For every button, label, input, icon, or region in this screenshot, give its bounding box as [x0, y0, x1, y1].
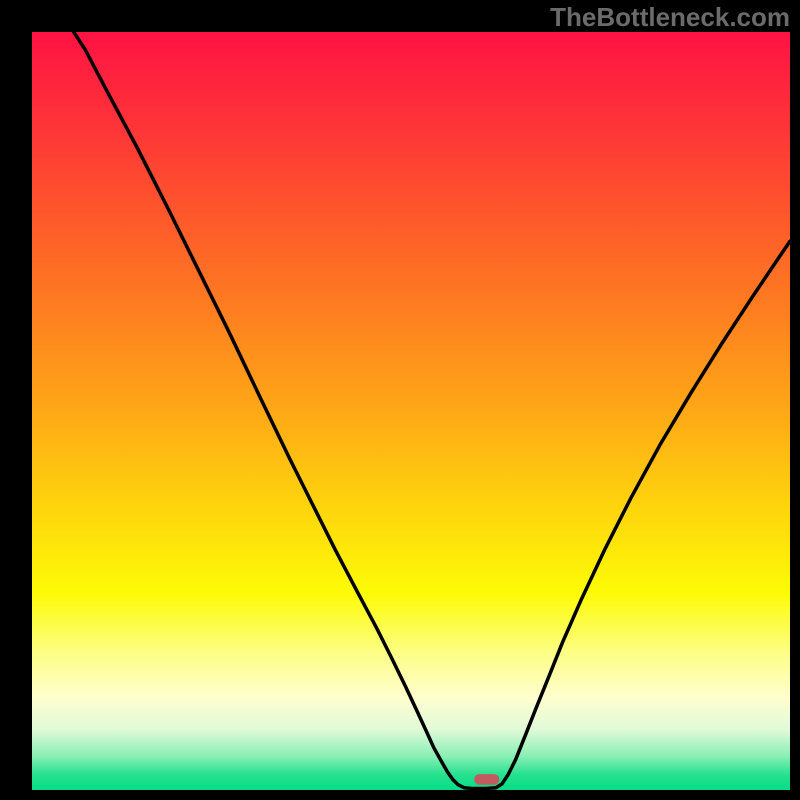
watermark-text: TheBottleneck.com	[550, 2, 790, 33]
frame-left	[0, 0, 32, 800]
frame-bottom	[0, 790, 800, 800]
frame-right	[790, 0, 800, 800]
optimal-point-marker	[474, 774, 499, 785]
plot-background	[32, 32, 790, 790]
chart-canvas: TheBottleneck.com	[0, 0, 800, 800]
plot-area	[32, 32, 790, 790]
